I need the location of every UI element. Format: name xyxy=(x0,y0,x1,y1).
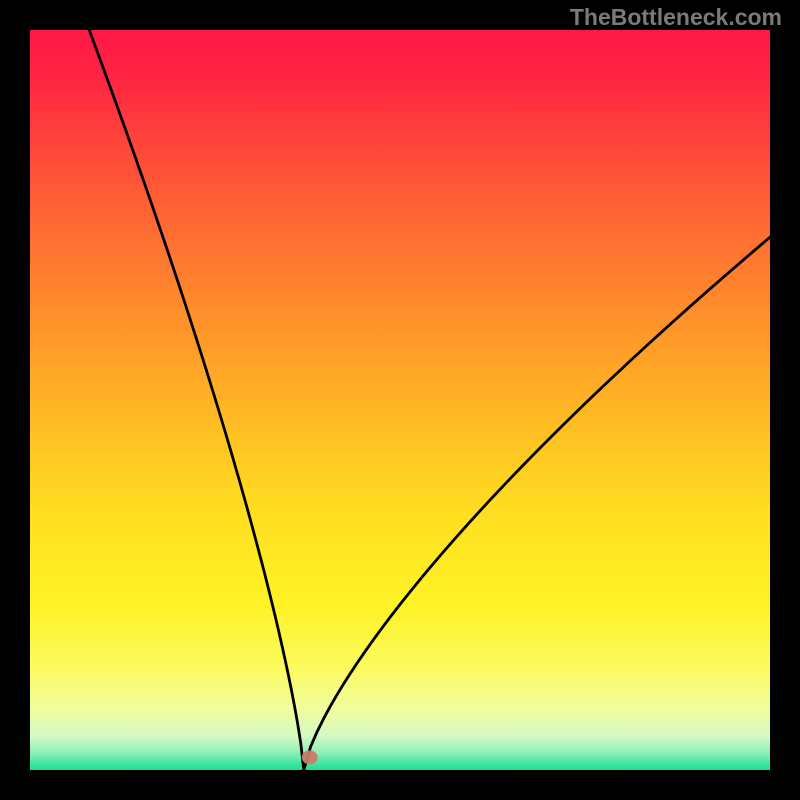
plot-area xyxy=(30,30,770,770)
plot-svg xyxy=(30,30,770,770)
minimum-marker xyxy=(302,750,318,764)
watermark-text: TheBottleneck.com xyxy=(570,4,782,31)
gradient-background xyxy=(30,30,770,770)
